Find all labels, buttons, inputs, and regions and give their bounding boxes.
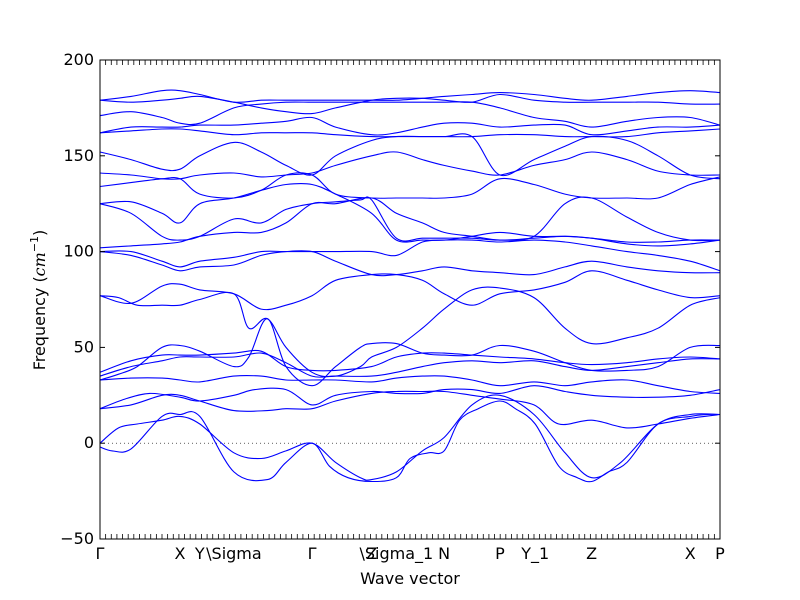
x-tick-label: Z: [366, 544, 377, 563]
dispersion-branch-11: [99, 250, 721, 277]
x-tick-label: X: [685, 544, 696, 563]
x-tick-label: Γ: [308, 544, 317, 563]
y-axis-label-unit: cm: [30, 252, 49, 276]
dispersion-branch-14: [99, 196, 721, 242]
y-axis-label-suffix: ): [30, 230, 49, 236]
dispersion-branches: [99, 89, 721, 483]
dispersion-branch-15: [99, 183, 721, 243]
x-tick-label: \Sigma: [206, 544, 262, 563]
dispersion-branch-9: [99, 286, 721, 378]
x-tick-label: \Sigma_1: [360, 544, 434, 564]
x-tick-label: X: [174, 544, 185, 563]
x-tick-label: Z: [586, 544, 597, 563]
y-ticks: −50 0 50 100 150 200: [60, 50, 720, 548]
plot-frame: [99, 59, 721, 540]
x-axis-label: Wave vector: [360, 569, 460, 588]
dispersion-branch-4: [99, 385, 721, 410]
x-tick-label: P: [495, 544, 505, 563]
dispersion-branch-12: [99, 239, 721, 272]
y-tick-label: 50: [74, 337, 94, 356]
dispersion-branch-7: [99, 349, 721, 373]
y-axis-label-prefix: Frequency (: [30, 276, 49, 370]
y-tick-label: 200: [63, 50, 94, 69]
x-tick-label: Y: [194, 544, 205, 563]
dispersion-branch-17: [99, 151, 721, 180]
dispersion-branch-21: [99, 101, 721, 128]
x-tick-label: Y_1: [520, 544, 549, 564]
dispersion-branch-2: [99, 394, 721, 481]
y-tick-label: −50: [60, 529, 94, 548]
y-axis-label: Frequency (cm−1): [28, 230, 49, 371]
y-tick-label: 150: [63, 146, 94, 165]
x-tick-label: Γ: [96, 544, 105, 563]
dispersion-branch-5: [99, 374, 721, 394]
dispersion-branch-3: [99, 390, 721, 429]
dispersion-branch-6: [99, 352, 721, 378]
y-tick-label: 100: [63, 242, 94, 261]
y-tick-label: 0: [84, 433, 94, 452]
dispersion-branch-16: [99, 172, 721, 200]
x-tick-label: N: [438, 544, 450, 563]
dispersion-branch-8: [99, 318, 721, 387]
x-tick-label: P: [715, 544, 725, 563]
dispersion-branch-23: [99, 89, 721, 103]
dispersion-branch-20: [99, 116, 721, 136]
dispersion-branch-19: [99, 128, 721, 138]
plot-area: [100, 60, 720, 539]
x-ticks: Γ X Y \Sigma Γ Z\Sigma_1 N P Y_1 Z X P: [96, 60, 725, 564]
dispersion-branch-22: [99, 93, 721, 115]
y-axis-label-exponent: −1: [28, 236, 41, 252]
